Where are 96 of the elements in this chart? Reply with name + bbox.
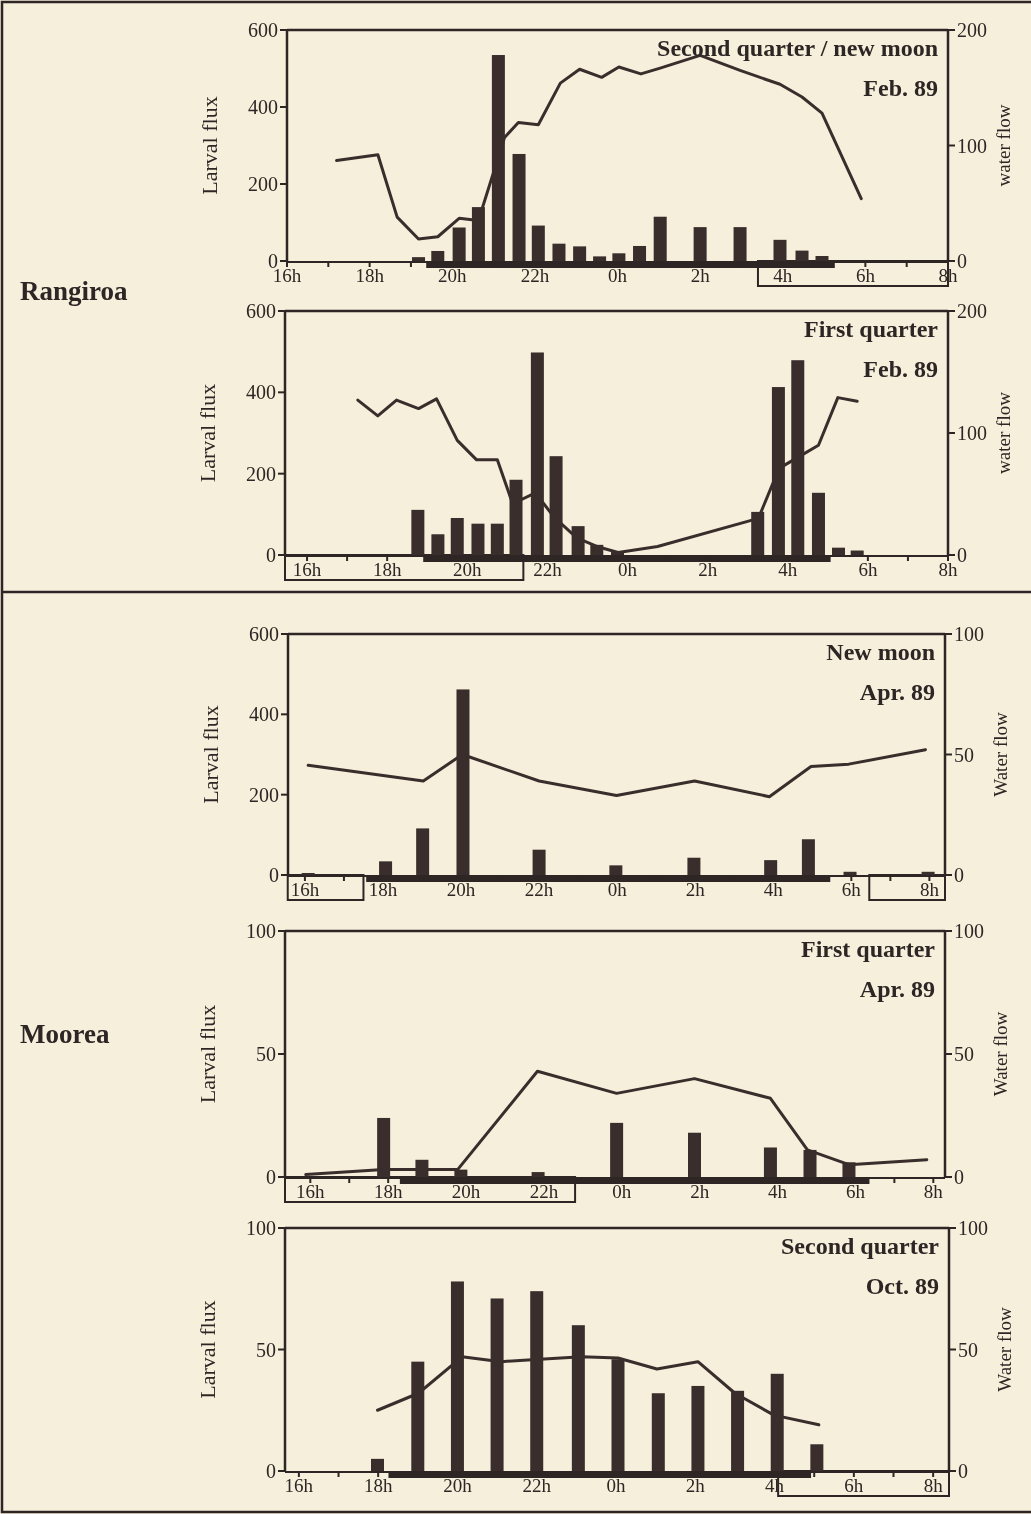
x-tick-label: 8h (923, 1475, 944, 1496)
y-axis-title: Larval flux (198, 705, 223, 804)
x-tick-label: 4h (768, 1181, 788, 1202)
x-tick-label: 16h (284, 1475, 314, 1496)
x-tick-label: 20h (446, 879, 476, 900)
chart-title: First quarter (801, 936, 936, 962)
y-tick-label: 400 (249, 703, 279, 726)
x-tick-label: 4h (763, 879, 784, 900)
y-tick-label: 0 (269, 864, 279, 886)
y2-tick-label: 50 (958, 1338, 978, 1361)
x-tick-label: 18h (363, 1475, 393, 1496)
text: Feb. 89 (863, 75, 938, 101)
x-tick-label: 20h (438, 265, 467, 286)
y-tick-label: 400 (248, 96, 278, 118)
x-tick-label: 18h (372, 559, 402, 580)
x-tick-label: 8h (938, 559, 958, 580)
y-tick-label: 50 (256, 1043, 276, 1065)
x-tick-label: 22h (529, 1181, 559, 1202)
x-tick-label: 8h (919, 879, 940, 900)
chart-title: New moon (826, 639, 935, 665)
y2-axis-title: Water flow (990, 1011, 1011, 1097)
chart-title: First quarter (804, 316, 939, 342)
y-axis-title: Larval flux (195, 383, 220, 483)
y2-tick-label: 200 (957, 300, 987, 322)
x-tick-label: 2h (698, 559, 718, 580)
x-tick-label: 2h (685, 1475, 706, 1496)
x-tick-label: 6h (858, 559, 878, 580)
y2-tick-label: 0 (957, 544, 967, 566)
y2-tick-label: 100 (958, 1217, 988, 1239)
x-tick-label: 18h (355, 265, 385, 286)
y-tick-label: 400 (246, 381, 276, 404)
x-tick-label: 0h (606, 1475, 627, 1496)
y2-tick-label: 0 (957, 250, 967, 272)
y-tick-label: 200 (249, 783, 279, 806)
x-tick-label: 16h (292, 559, 322, 580)
y2-axis-title: water flow (993, 391, 1014, 474)
x-tick-label: 4h (778, 559, 798, 580)
x-tick-label: 0h (607, 879, 628, 900)
x-tick-label: 6h (841, 879, 862, 900)
y2-tick-label: 0 (958, 1460, 968, 1482)
y2-tick-label: 50 (954, 1043, 974, 1065)
y-tick-label: 0 (266, 1460, 276, 1482)
y-tick-label: 600 (248, 19, 278, 41)
y-tick-label: 100 (246, 920, 276, 942)
x-tick-label: 22h (524, 879, 554, 900)
y-tick-label: 200 (248, 173, 278, 195)
y-axis-title: Larval flux (195, 1004, 220, 1104)
y-tick-label: 100 (246, 1217, 276, 1239)
y2-axis-title: water flow (993, 104, 1014, 187)
x-tick-label: 8h (923, 1181, 944, 1202)
y-tick-label: 0 (266, 1166, 276, 1188)
x-tick-label: 0h (618, 559, 638, 580)
y-tick-label: 0 (266, 544, 276, 566)
chart-title: Second quarter / new moon (657, 35, 938, 61)
y-tick-label: 200 (246, 462, 276, 485)
text: Apr. 89 (859, 976, 935, 1002)
x-tick-label: 20h (443, 1475, 473, 1496)
x-tick-label: 6h (845, 1181, 866, 1202)
x-tick-label: 18h (373, 1181, 403, 1202)
y2-tick-label: 100 (957, 134, 987, 157)
chart-title: Second quarter (781, 1233, 940, 1259)
y2-tick-label: 100 (957, 422, 987, 444)
y-axis-title: Larval flux (197, 96, 222, 195)
y2-tick-label: 50 (954, 743, 974, 766)
x-tick-label: 2h (690, 265, 711, 286)
text: Rangiroa (20, 276, 129, 306)
x-tick-label: 20h (451, 1181, 481, 1202)
y-tick-label: 50 (256, 1338, 276, 1361)
text: Apr. 89 (859, 679, 935, 705)
y2-axis-title: Water flow (990, 711, 1011, 797)
y-tick-label: 600 (249, 623, 279, 645)
text: Feb. 89 (863, 356, 938, 382)
x-tick-label: 2h (690, 1181, 710, 1202)
x-tick-label: 16h (290, 879, 320, 900)
x-tick-label: 20h (453, 559, 483, 580)
x-tick-label: 22h (522, 1475, 552, 1496)
y2-tick-label: 100 (954, 920, 984, 942)
y-tick-label: 600 (246, 300, 276, 322)
y2-axis-title: Water flow (994, 1306, 1015, 1392)
x-tick-label: 0h (608, 265, 628, 286)
x-tick-label: 6h (844, 1475, 864, 1496)
y2-tick-label: 100 (954, 623, 984, 645)
x-tick-label: 0h (612, 1181, 632, 1202)
y2-tick-label: 0 (954, 1166, 964, 1188)
x-tick-label: 16h (296, 1181, 326, 1202)
x-tick-label: 22h (533, 559, 563, 580)
y-axis-title: Larval flux (195, 1300, 220, 1399)
text: Moorea (20, 1019, 110, 1049)
y2-tick-label: 200 (957, 19, 987, 41)
x-tick-label: 18h (368, 879, 398, 900)
x-tick-label: 6h (855, 265, 876, 286)
x-tick-label: 4h (773, 265, 793, 286)
y2-tick-label: 0 (954, 864, 964, 886)
text: Oct. 89 (865, 1273, 939, 1299)
x-tick-label: 22h (520, 265, 550, 286)
x-tick-label: 2h (685, 879, 706, 900)
